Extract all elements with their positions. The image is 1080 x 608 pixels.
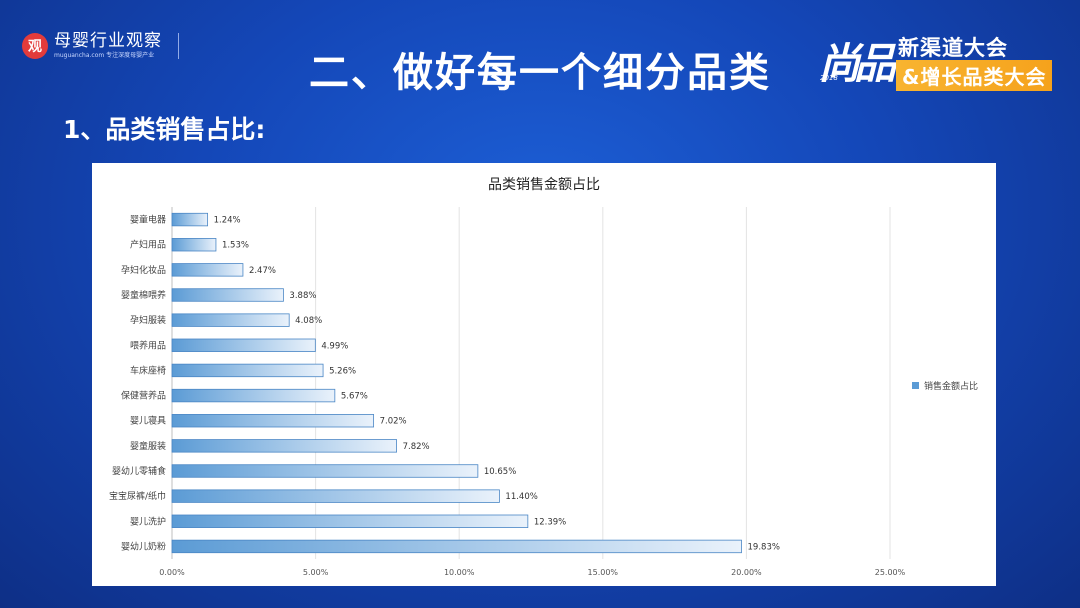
chart-panel: 0.00% 5.00% 10.00% 15.00% 20.00% 25.00% 婴童电器 1.… [92,163,996,586]
category-label: 孕妇服装 [130,314,166,326]
data-label: 5.26% [329,366,356,376]
bar [171,388,336,403]
chart-title: 品类销售金额占比 [488,177,600,193]
category-label: 宝宝尿裤/纸巾 [109,490,166,502]
slide-title: 二、做好每一个细分品类 [309,50,771,96]
x-tick-label: 5.00% [303,568,329,577]
category-label: 婴童棉喂养 [121,289,166,301]
data-label: 1.53% [222,241,249,251]
data-label: 2.47% [249,266,276,276]
logo-divider [178,33,179,59]
data-label: 11.40% [505,492,537,502]
category-label: 婴幼儿奶粉 [121,540,166,552]
logo-tagline: muguancha.com 专注深度母婴产业 [54,52,155,59]
event-name-line2: &增长品类大会 [896,60,1053,91]
bar-chart: 0.00% 5.00% 10.00% 15.00% 20.00% 25.00% 婴童电器 1.… [109,207,906,577]
legend-swatch [912,382,919,389]
category-label: 孕妇化妆品 [121,264,166,276]
event-name-line1: 新渠道大会 [898,36,1008,60]
event-script-logo: 尚品 [818,39,896,88]
bar [171,489,500,503]
bar [171,338,316,352]
bar [171,238,217,252]
data-label: 7.82% [403,442,430,452]
logo: 观 母婴行业观察 muguancha.com 专注深度母婴产业 [22,33,179,59]
data-label: 10.65% [484,467,516,477]
category-label: 婴幼儿零辅食 [112,465,166,477]
category-label: 保健营养品 [121,390,166,402]
bar [171,514,529,528]
legend-label: 销售金额占比 [924,382,979,392]
bar [171,313,290,327]
category-label: 婴童服装 [130,440,166,452]
bar [171,539,742,554]
event-year: 2018 [820,74,838,82]
category-label: 婴童电器 [130,214,166,226]
x-tick-label: 20.00% [731,568,762,577]
logo-name: 母婴行业观察 [54,31,162,51]
data-label: 19.83% [748,542,780,552]
bar [171,263,244,277]
category-label: 婴儿寝具 [130,415,166,427]
bar [171,464,479,478]
x-tick-label: 15.00% [588,568,619,577]
logo-badge-icon: 观 [22,33,48,59]
bar [171,414,375,428]
bar [171,288,284,302]
x-tick-label: 10.00% [444,568,475,577]
x-tick-label: 25.00% [875,568,906,577]
data-label: 4.99% [321,341,348,351]
event-logo: 尚品 2018 新渠道大会 &增长品类大会 [818,22,1058,100]
data-label: 4.08% [295,316,322,326]
category-label: 产妇用品 [130,239,166,251]
category-label: 婴儿洗护 [130,515,166,527]
data-label: 5.67% [341,392,368,402]
bar [171,439,397,453]
category-label: 喂养用品 [130,339,166,351]
bar [171,363,324,378]
bar [171,212,209,227]
section-subtitle: 1、品类销售占比: [63,115,266,144]
data-label: 1.24% [214,216,241,226]
data-label: 7.02% [380,417,407,427]
data-label: 3.88% [289,291,316,301]
category-label: 车床座椅 [130,364,166,376]
data-label: 12.39% [534,517,566,527]
x-tick-label: 0.00% [159,568,185,577]
chart-legend: 销售金额占比 [912,379,978,392]
